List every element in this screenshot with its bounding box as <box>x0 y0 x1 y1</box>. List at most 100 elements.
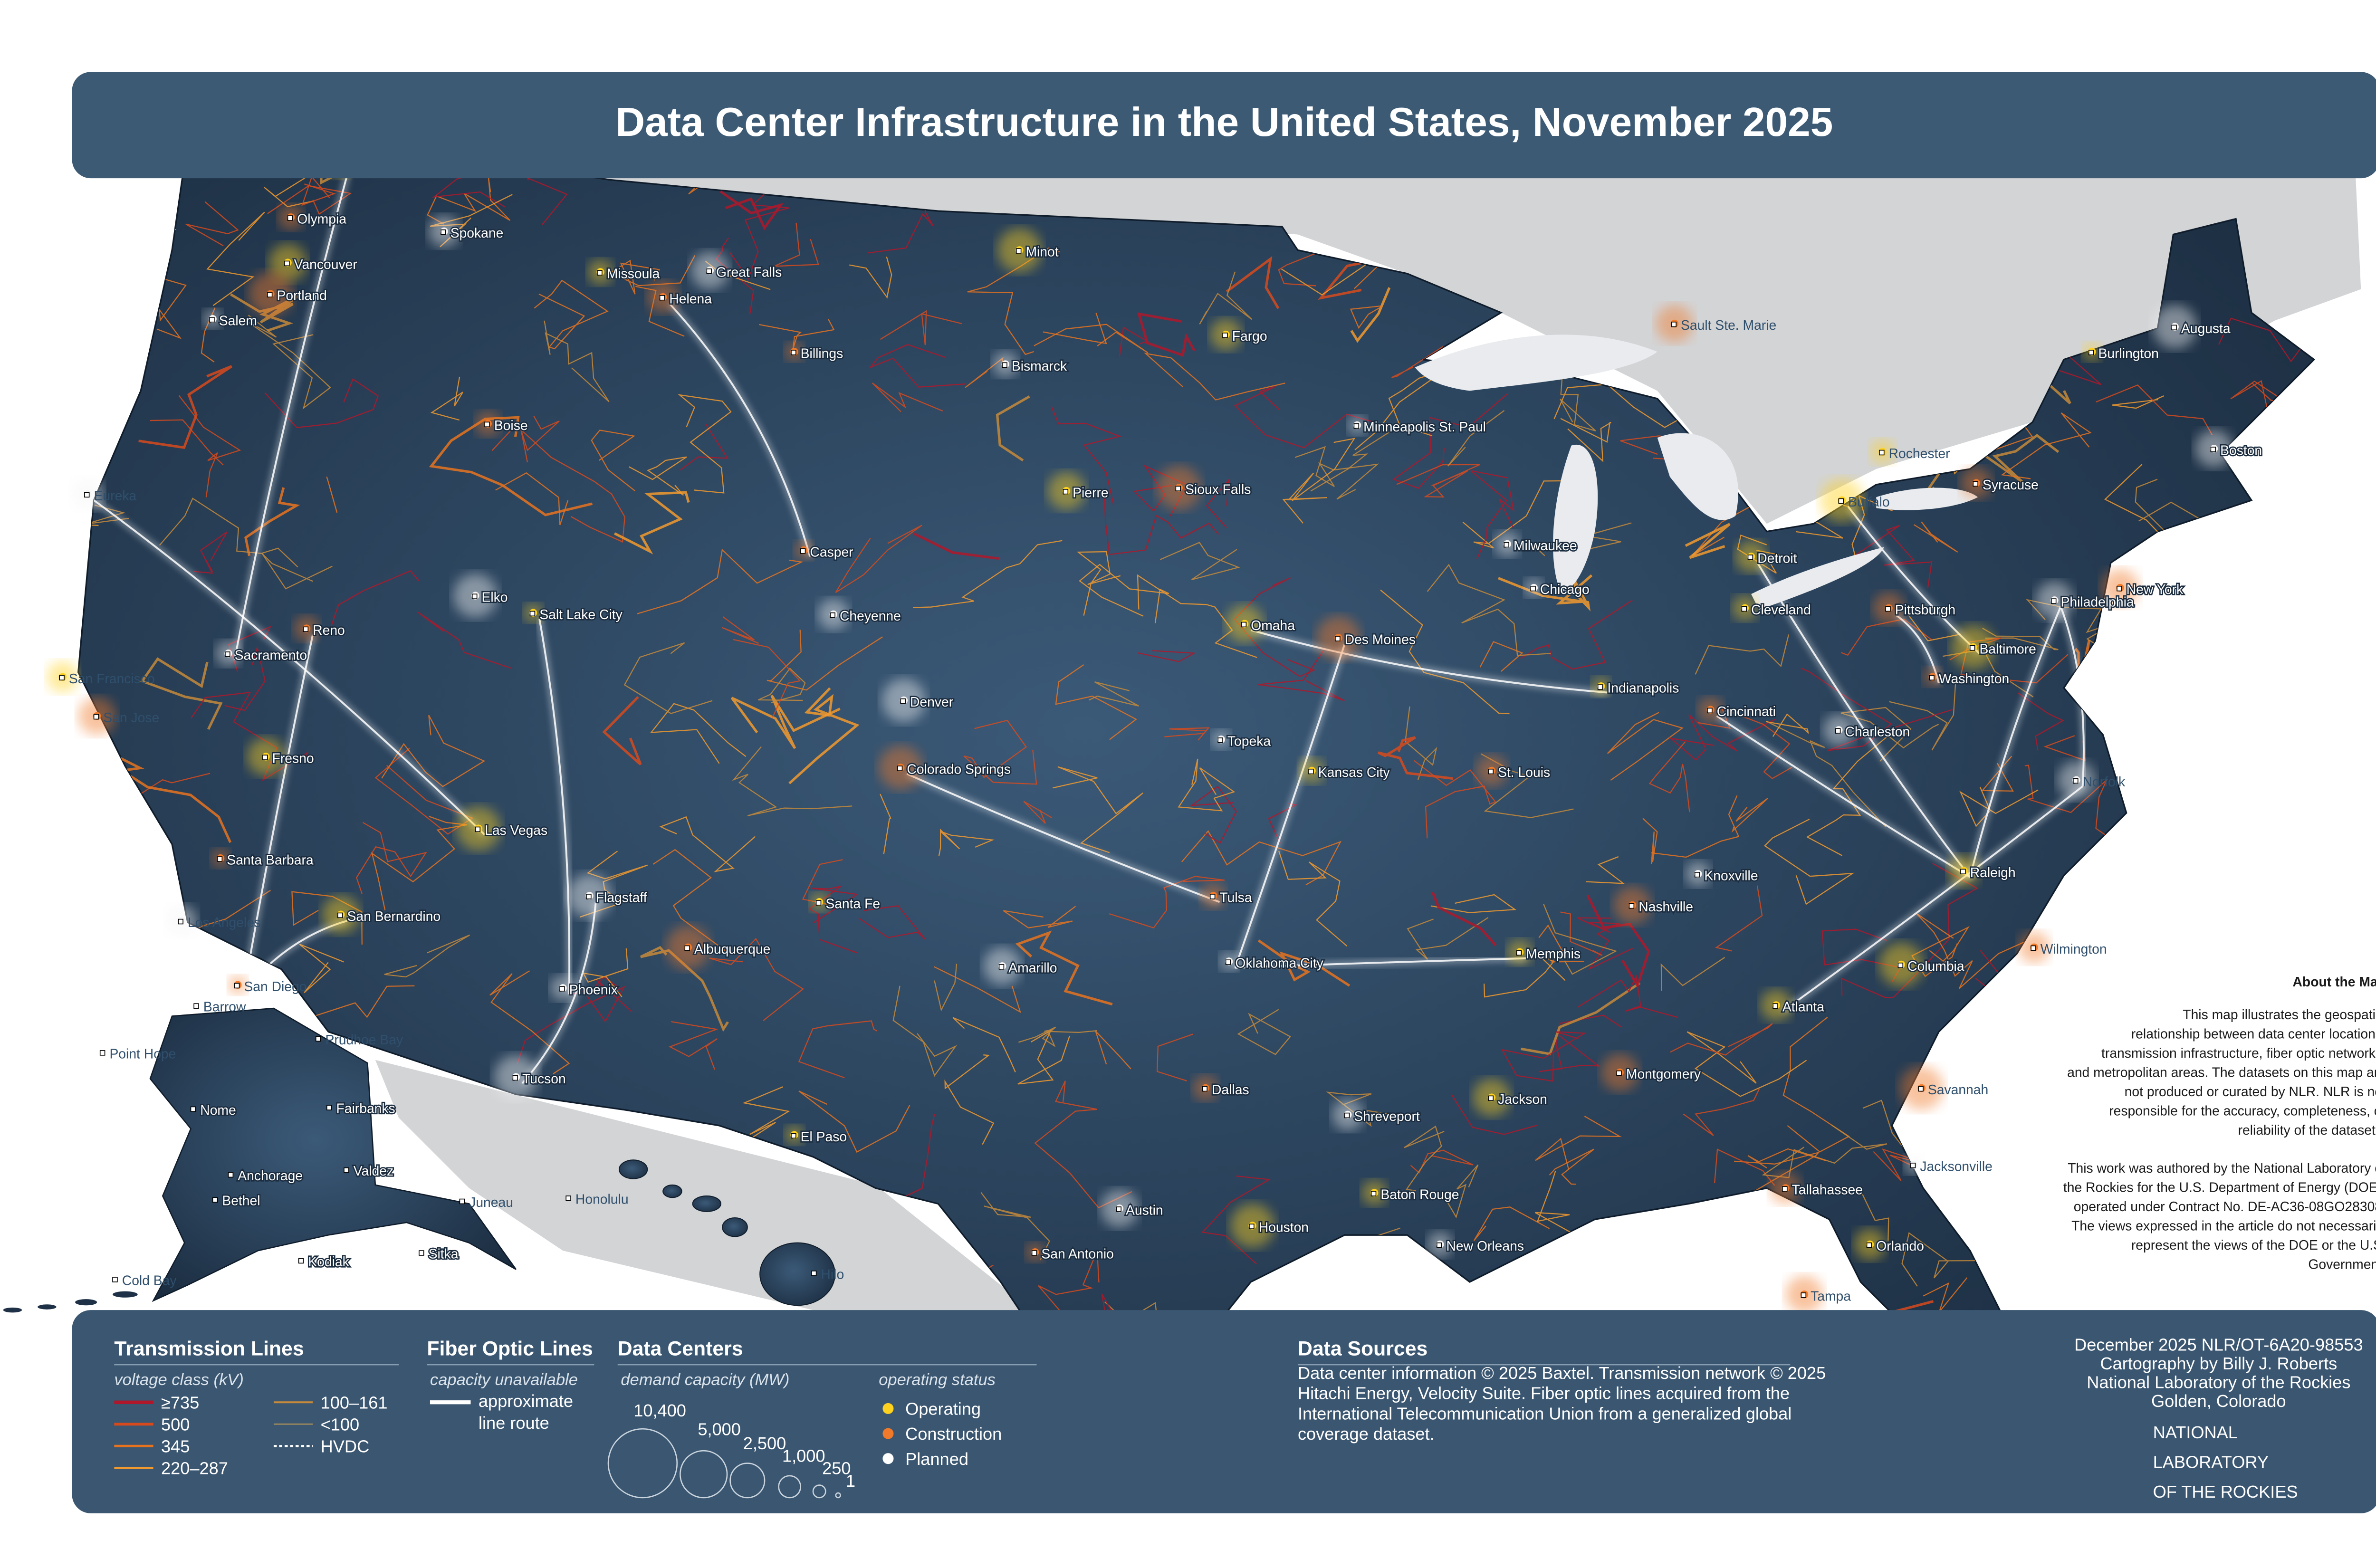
transmission-line <box>1642 818 1658 864</box>
city-marker <box>1116 1206 1121 1212</box>
transmission-line <box>1560 911 1603 956</box>
city-label: Honolulu <box>575 1191 629 1206</box>
city-label: Cheyenne <box>840 608 901 623</box>
transmission-line <box>1683 1089 1760 1136</box>
transmission-line <box>471 1265 564 1307</box>
fiber-line <box>1716 715 1971 878</box>
legend-title: Data Centers <box>618 1338 743 1360</box>
city-marker <box>471 593 478 599</box>
city-label: Nome <box>200 1102 236 1118</box>
transmission-line <box>1294 446 1380 500</box>
city-marker <box>1344 1112 1350 1119</box>
transmission-line <box>1138 650 1196 662</box>
transmission-line <box>849 256 892 299</box>
transmission-line <box>538 1268 586 1304</box>
transmission-line <box>495 472 569 526</box>
transmission-line <box>1278 851 1348 947</box>
fiber-line <box>906 773 1220 903</box>
credits: December 2025 NLR/OT-6A20-98553Cartograp… <box>2074 1335 2363 1501</box>
transmission-line <box>2127 942 2227 969</box>
city-marker <box>1031 1250 1037 1256</box>
city-marker <box>484 421 490 428</box>
city-label: Dallas <box>1212 1082 1249 1097</box>
city-marker <box>597 270 603 276</box>
transmission-line <box>1686 1031 1807 1097</box>
city-marker <box>1910 1163 1916 1168</box>
city-marker <box>1838 498 1844 504</box>
city-label: Cincinnati <box>1717 704 1776 719</box>
transmission-line <box>2214 906 2266 1003</box>
city-marker <box>1488 768 1494 774</box>
city-label: Pierre <box>1073 485 1108 500</box>
header-bar <box>72 72 2376 179</box>
city-label: Amarillo <box>1008 960 1057 975</box>
city-marker <box>303 626 309 632</box>
transmission-line <box>517 976 625 1064</box>
city-marker <box>326 1105 332 1110</box>
credit-line: Cartography by Billy J. Roberts <box>2100 1354 2337 1373</box>
sources-line: Hitachi Energy, Velocity Suite. Fiber op… <box>1298 1384 1790 1403</box>
city-label: Helena <box>669 291 712 306</box>
city-label: Syracuse <box>1983 477 2039 492</box>
transmission-line <box>1483 953 1566 998</box>
city-label: Milwaukee <box>1514 538 1577 553</box>
city-marker <box>684 945 690 951</box>
transmission-line <box>582 948 629 997</box>
transmission-line <box>491 424 626 543</box>
city-label: Montgomery <box>1626 1066 1701 1081</box>
lake <box>1415 335 1657 391</box>
transmission-line <box>1577 974 1678 1018</box>
city-label: Nashville <box>1638 899 1693 914</box>
transmission-line <box>1407 917 1489 960</box>
transmission-line <box>1535 1116 1622 1170</box>
city-label: San Francisco <box>69 671 155 686</box>
transmission-line <box>1034 324 1149 354</box>
status-label: Operating <box>905 1399 981 1419</box>
transmission-line <box>244 487 300 556</box>
city-marker <box>706 268 712 274</box>
city-marker <box>298 1258 304 1264</box>
legend-subtitle: operating status <box>879 1371 996 1389</box>
transmission-line <box>193 531 228 574</box>
legend-label: HVDC <box>321 1437 370 1456</box>
transmission-line <box>709 937 804 1022</box>
city-label: Boise <box>494 418 528 433</box>
transmission-line <box>996 395 1030 462</box>
city-marker <box>1597 684 1603 690</box>
transmission-line <box>1538 924 1584 963</box>
city-marker <box>2210 447 2216 452</box>
size-label: 5,000 <box>698 1419 741 1439</box>
city-label: Fairbanks <box>336 1101 395 1116</box>
city-label: Raleigh <box>1970 865 2016 880</box>
transmission-line <box>1350 305 1382 329</box>
city-label: San Diego <box>244 979 307 994</box>
city-marker <box>2171 325 2177 331</box>
city-marker <box>1016 248 1022 254</box>
city-label: Missoula <box>607 266 660 281</box>
transmission-line <box>721 616 759 644</box>
city-label: Albuquerque <box>694 941 770 956</box>
org-name: NATIONAL <box>2153 1423 2238 1442</box>
city-label: Tampa <box>1811 1288 1851 1303</box>
city-label: Orlando <box>1876 1238 1924 1253</box>
transmission-line <box>2024 765 2122 847</box>
transmission-line <box>264 378 379 429</box>
city-marker <box>2031 945 2036 951</box>
legend-subtitle: demand capacity (MW) <box>621 1371 789 1389</box>
city-label: Shreveport <box>1354 1109 1419 1124</box>
transmission-line <box>1405 706 1437 780</box>
city-label: Great Falls <box>716 264 782 279</box>
city-marker <box>112 1277 118 1282</box>
transmission-line <box>1354 370 1445 450</box>
about-title: About the Map <box>2293 974 2376 989</box>
transmission-line <box>1414 760 1496 839</box>
transmission-line <box>980 1192 1050 1261</box>
city-marker <box>178 918 183 925</box>
city-label: Fargo <box>1232 328 1267 344</box>
transmission-line <box>2230 380 2289 414</box>
city-marker <box>1217 737 1223 743</box>
city-marker <box>1629 903 1635 909</box>
transmission-line <box>2017 692 2064 751</box>
city-label: Knoxville <box>1704 868 1758 883</box>
city-marker <box>234 983 240 989</box>
